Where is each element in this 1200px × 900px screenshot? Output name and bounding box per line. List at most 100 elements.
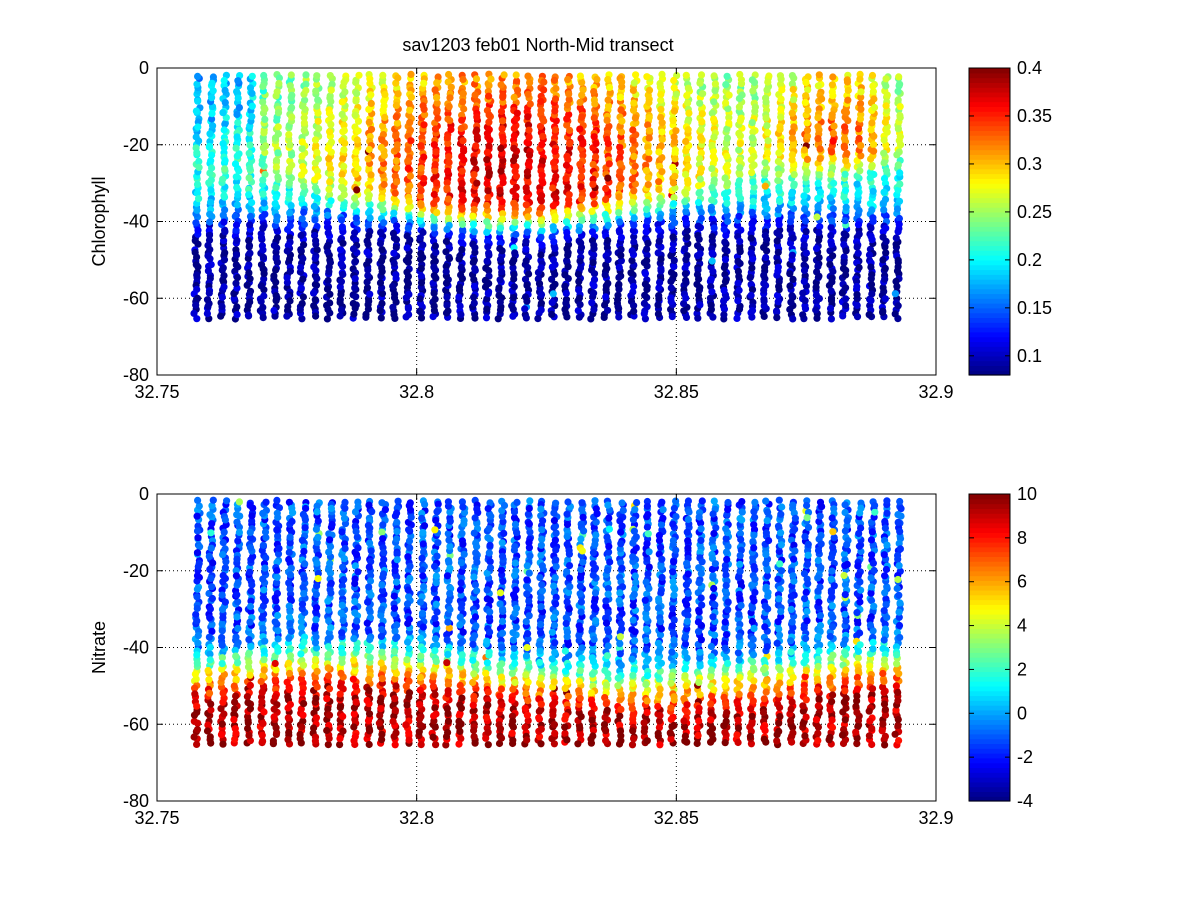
data-point <box>406 236 414 244</box>
data-point <box>814 179 822 187</box>
data-point <box>444 78 452 86</box>
data-point <box>644 181 652 189</box>
data-point <box>272 193 280 201</box>
data-point <box>828 217 836 225</box>
data-point <box>853 616 862 625</box>
data-point <box>300 167 308 175</box>
data-point <box>891 290 900 298</box>
data-point <box>378 246 386 254</box>
data-point <box>524 263 532 272</box>
data-point <box>365 710 374 718</box>
data-point <box>312 142 320 150</box>
data-point <box>654 310 663 318</box>
data-point <box>578 166 586 175</box>
data-point <box>260 270 268 278</box>
data-point <box>379 206 387 214</box>
data-point <box>208 151 216 159</box>
data-point <box>563 233 571 241</box>
data-point <box>233 201 241 209</box>
data-point <box>274 130 282 138</box>
data-point <box>275 74 283 82</box>
data-point <box>365 118 373 126</box>
data-point <box>298 300 306 308</box>
data-point <box>302 86 310 95</box>
data-point <box>339 239 347 247</box>
data-point <box>699 90 707 98</box>
data-point <box>840 193 848 201</box>
data-point <box>311 280 319 288</box>
data-point <box>460 147 468 155</box>
data-point <box>194 226 202 234</box>
data-point <box>670 256 678 264</box>
data-point <box>537 291 546 299</box>
data-point <box>668 610 677 619</box>
data-point <box>562 299 570 307</box>
data-point <box>314 155 322 163</box>
data-point <box>564 76 572 84</box>
data-point <box>234 77 242 85</box>
data-point <box>538 171 546 179</box>
data-point <box>376 711 384 720</box>
data-point <box>789 275 797 283</box>
data-point <box>323 285 332 293</box>
colorbar-segment <box>969 202 1010 208</box>
data-point <box>208 213 216 221</box>
data-point <box>694 314 702 322</box>
data-point <box>593 75 601 83</box>
data-point <box>311 674 319 682</box>
data-point <box>604 174 612 182</box>
data-point <box>285 498 293 506</box>
data-point <box>630 206 638 214</box>
data-point <box>590 200 598 208</box>
colorbar-segment <box>969 120 1010 127</box>
data-point <box>617 106 625 114</box>
data-point <box>672 513 680 521</box>
data-point <box>592 139 600 147</box>
data-point <box>338 183 346 191</box>
data-point <box>682 279 690 287</box>
data-point <box>365 740 373 749</box>
colorbar-segment <box>969 264 1010 271</box>
data-point <box>645 114 653 122</box>
data-point <box>455 293 463 301</box>
x-tick-label: 32.9 <box>918 382 953 402</box>
data-point <box>310 202 318 210</box>
data-point <box>761 263 769 271</box>
data-point <box>380 556 388 564</box>
data-point <box>521 275 530 283</box>
data-point <box>720 264 729 272</box>
data-point <box>460 156 468 164</box>
data-point <box>721 255 730 264</box>
data-point <box>455 717 463 726</box>
data-point <box>259 224 267 232</box>
data-point <box>458 246 466 254</box>
data-point <box>709 153 717 161</box>
data-point <box>736 205 744 213</box>
colorbar-segment <box>969 293 1010 299</box>
data-point <box>644 570 652 578</box>
data-point <box>776 197 784 206</box>
data-point <box>363 284 372 292</box>
data-point <box>457 124 465 132</box>
data-point <box>735 146 743 154</box>
data-point <box>788 292 796 300</box>
colorbar-segment <box>969 106 1010 112</box>
data-point <box>575 278 583 286</box>
data-point <box>379 71 387 79</box>
data-point <box>313 187 321 195</box>
data-point <box>579 151 587 159</box>
colorbar-tick-label: 0.1 <box>1017 346 1042 366</box>
data-point <box>683 155 692 163</box>
data-point <box>510 132 518 140</box>
data-point <box>615 226 623 235</box>
data-point <box>524 717 532 725</box>
data-point <box>445 158 453 167</box>
data-point <box>671 155 679 163</box>
data-point <box>524 635 532 643</box>
data-point <box>818 95 826 103</box>
data-point <box>735 156 744 164</box>
data-point <box>483 305 491 313</box>
data-point <box>473 543 481 551</box>
data-point <box>405 99 413 108</box>
chlorophyll-panel: 32.75 32.8 32.85 32.90-20-40-60-80Chlorophy… <box>89 58 1052 402</box>
